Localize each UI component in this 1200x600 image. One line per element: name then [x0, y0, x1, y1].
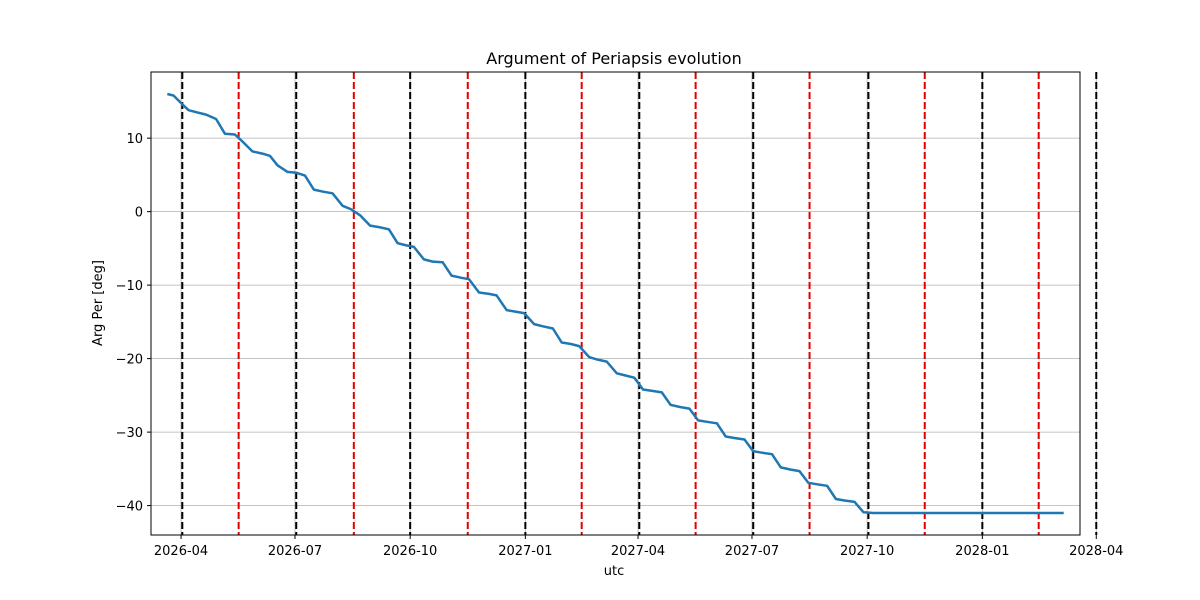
y-tick-label: 0: [135, 206, 143, 221]
y-tick-label: −20: [116, 353, 143, 368]
y-axis-ticks: 10 0 −10 −20 −30 −40: [116, 132, 151, 515]
x-tick-label: 2028-01: [955, 544, 1009, 559]
y-tick-label: 10: [126, 132, 143, 147]
y-tick-label: −40: [116, 500, 143, 515]
series-layer: [167, 92, 1064, 515]
series-line-arg-per: [167, 92, 1064, 515]
x-tick-label: 2026-04: [154, 544, 208, 559]
event-lines: [181, 72, 1098, 535]
x-tick-label: 2027-07: [725, 544, 779, 559]
plot-frame: [150, 71, 1081, 536]
x-tick-label: 2028-04: [1069, 544, 1123, 559]
y-tick-label: −10: [116, 279, 143, 294]
x-tick-label: 2027-04: [611, 544, 665, 559]
x-tick-label: 2027-01: [498, 544, 552, 559]
x-axis-label: utc: [604, 564, 624, 579]
x-axis-ticks: 2026-04 2026-07 2026-10 2027-01 2027-04 2027-…: [154, 535, 1123, 559]
x-tick-label: 2026-07: [268, 544, 322, 559]
x-tick-label: 2026-10: [383, 544, 437, 559]
y-tick-label: −30: [116, 426, 143, 441]
chart-title: Argument of Periapsis evolution: [486, 49, 741, 68]
x-tick-label: 2027-10: [840, 544, 894, 559]
y-axis-label: Arg Per [deg]: [91, 260, 106, 346]
